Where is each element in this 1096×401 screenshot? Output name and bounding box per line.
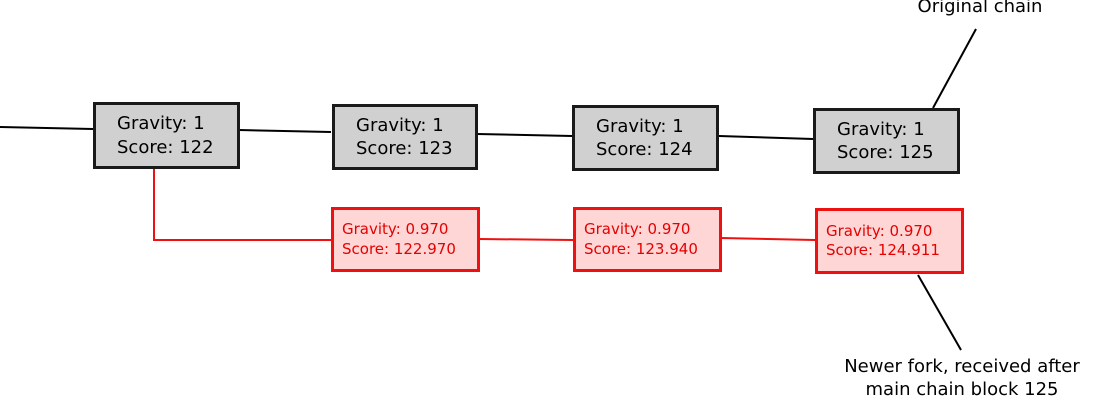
fork-block-1: Gravity: 0.970 Score: 122.970 [331,207,480,272]
fork-branch-link [153,169,331,241]
fork-block-3: Gravity: 0.970 Score: 124.911 [815,208,964,274]
fork-link-2-3 [720,237,816,241]
main-link-123-124 [476,133,573,137]
incoming-chain-link [0,126,94,130]
block-gravity: Gravity: 1 [596,115,684,137]
main-block-123: Gravity: 1 Score: 123 [332,104,478,170]
main-link-124-125 [718,135,814,140]
block-gravity: Gravity: 0.970 [826,221,933,240]
main-link-122-123 [238,129,332,133]
newer-fork-label-line1: Newer fork, received after [844,356,1080,377]
block-gravity: Gravity: 1 [117,113,205,135]
newer-fork-label: Newer fork, received after main chain bl… [828,355,1096,401]
original-chain-leader [932,28,977,109]
newer-fork-leader [917,274,962,351]
main-block-122: Gravity: 1 Score: 122 [93,102,240,169]
block-score: Score: 124.911 [826,241,940,259]
block-score: Score: 122.970 [342,239,456,258]
main-block-125: Gravity: 1 Score: 125 [813,108,960,174]
fork-block-2: Gravity: 0.970 Score: 123.940 [573,207,722,272]
block-gravity: Gravity: 0.970 [584,220,691,238]
block-score: Score: 122 [117,136,214,158]
block-score: Score: 123.940 [584,239,698,258]
newer-fork-label-line2: main chain block 125 [865,379,1059,400]
block-score: Score: 125 [837,142,934,163]
block-gravity: Gravity: 1 [356,114,444,136]
block-gravity: Gravity: 0.970 [342,220,449,238]
block-gravity: Gravity: 1 [837,118,925,140]
fork-link-1-2 [478,238,574,241]
block-score: Score: 124 [596,139,693,160]
block-score: Score: 123 [356,138,453,159]
main-block-124: Gravity: 1 Score: 124 [572,105,719,171]
original-chain-label: Original chain [917,0,1043,17]
